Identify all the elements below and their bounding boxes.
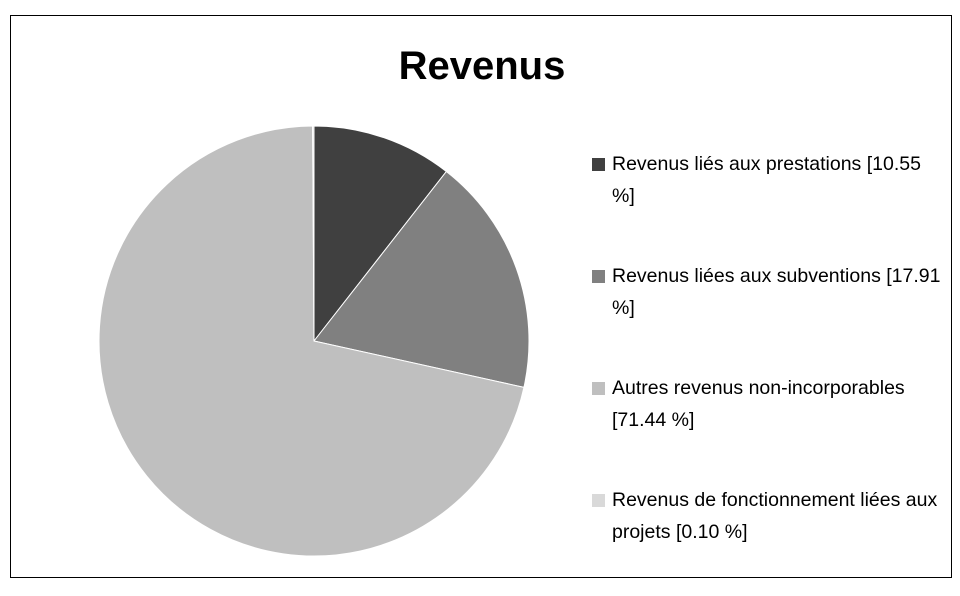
legend-value-label: [71.44 %] <box>612 409 695 431</box>
legend-entry: Autres revenus non-incorporables [71.44 … <box>592 372 947 436</box>
legend-value-label: [10.55 %] <box>612 153 921 207</box>
page: Revenus Revenus liés aux prestations [10… <box>10 15 952 578</box>
pie-slice <box>98 125 525 557</box>
chart <box>98 125 530 557</box>
chart-title: Revenus <box>398 44 566 88</box>
legend-entry: Revenus liés aux prestations [10.55 %] <box>592 148 947 212</box>
legend: Revenus liés aux prestations [10.55 %] Re… <box>592 148 947 596</box>
legend-value-label: [17.91 %] <box>612 265 941 319</box>
legend-swatch <box>592 270 605 283</box>
legend-swatch <box>592 494 605 507</box>
legend-swatch <box>592 158 605 171</box>
legend-label: Autres revenus non-incorporables <box>612 377 905 399</box>
legend-label: Revenus de fonctionnement liées aux proj… <box>612 489 938 543</box>
legend-label: Revenus liés aux prestations <box>612 153 862 175</box>
legend-entry: Revenus liées aux subventions [17.91 %] <box>592 260 947 324</box>
pie-slice <box>312 125 315 342</box>
legend-entry: Revenus de fonctionnement liées aux proj… <box>592 484 947 548</box>
chart-frame <box>10 15 952 578</box>
legend-value-label: [0.10 %] <box>675 521 748 543</box>
pie-slice <box>313 170 530 388</box>
legend-label: Revenus liées aux subventions <box>612 265 881 287</box>
legend-swatch <box>592 382 605 395</box>
pie-slice <box>313 125 448 343</box>
